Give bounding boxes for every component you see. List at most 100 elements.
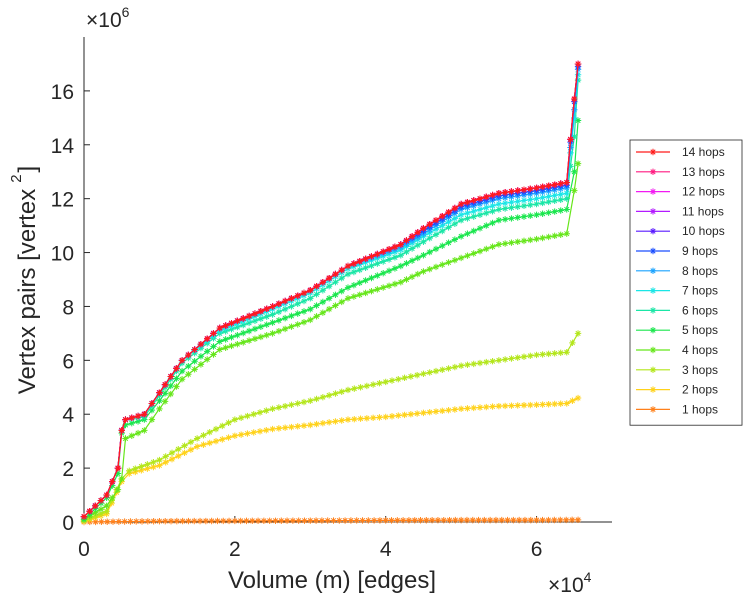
series-marker [103, 491, 110, 499]
series-3-hops [80, 330, 582, 524]
series-marker [395, 412, 402, 419]
series-marker [414, 254, 421, 262]
series-marker [434, 516, 442, 524]
series-marker [420, 252, 427, 259]
series-marker [483, 222, 490, 229]
series-marker [319, 309, 327, 316]
series-marker [469, 516, 476, 524]
series-marker [245, 312, 253, 320]
series-marker [420, 238, 427, 245]
series-marker [501, 240, 509, 247]
series-marker [294, 400, 301, 407]
series-marker [325, 283, 333, 290]
series-marker [476, 248, 484, 255]
series-marker [225, 517, 233, 525]
series-marker [212, 437, 220, 445]
series-marker [344, 295, 352, 302]
series-marker [325, 274, 333, 282]
series-marker [439, 242, 446, 250]
series-marker [325, 392, 333, 399]
series-marker [144, 518, 152, 525]
series-marker [551, 516, 558, 524]
series-marker [148, 416, 156, 423]
series-marker [109, 518, 117, 525]
series-marker [508, 215, 515, 222]
series-marker [388, 377, 396, 384]
series-marker [420, 370, 427, 378]
series-marker [138, 463, 145, 470]
series-marker [514, 238, 521, 245]
series-marker [210, 343, 217, 350]
series-marker [115, 518, 123, 525]
series-marker [114, 470, 122, 477]
series-marker [307, 305, 314, 313]
series-marker [347, 517, 355, 524]
legend-label: 14 hops [682, 145, 725, 159]
series-marker [385, 267, 393, 275]
series-marker [134, 429, 142, 437]
series-marker [300, 318, 308, 326]
series-marker [514, 214, 521, 221]
series-marker [533, 235, 540, 243]
series-marker [103, 508, 110, 515]
legend-swatch-marker [649, 208, 657, 215]
series-marker [539, 401, 546, 408]
legend-swatch-marker [649, 346, 657, 354]
legend-swatch-marker [649, 188, 657, 195]
series-marker [134, 412, 142, 420]
series-marker [168, 455, 176, 463]
series-marker [216, 338, 223, 345]
series-marker [374, 272, 381, 279]
series-marker [134, 418, 142, 425]
x-multiplier-base: ×10 [548, 574, 584, 597]
series-marker [527, 236, 534, 244]
series-marker [551, 400, 558, 408]
series-marker [557, 231, 564, 238]
series-1-hops [80, 516, 582, 526]
series-marker [228, 325, 235, 333]
series-marker [388, 517, 395, 524]
series-marker [382, 413, 389, 421]
series-marker [385, 246, 393, 253]
series-marker [420, 409, 427, 417]
series-marker [527, 352, 534, 360]
series-marker [470, 404, 477, 412]
y-tick-label: 4 [62, 404, 74, 427]
series-marker [350, 293, 358, 300]
y-ticks: 0 2 4 6 8 10 12 14 16 [51, 81, 90, 535]
series-marker [527, 516, 534, 524]
series-marker [439, 261, 446, 268]
series-marker [251, 310, 259, 317]
y-multiplier: ×106 [86, 4, 130, 32]
series-marker [476, 195, 484, 202]
series-marker [344, 284, 352, 291]
series-marker [557, 400, 564, 407]
series-marker [408, 257, 416, 264]
series-marker [109, 482, 116, 489]
series-marker [520, 197, 528, 204]
legend-item: 1 hops [636, 402, 718, 416]
series-marker [527, 185, 534, 192]
series-marker [380, 270, 387, 277]
legend-box [629, 139, 743, 426]
series-marker [403, 276, 410, 283]
series-marker [307, 421, 314, 429]
series-marker [495, 200, 503, 208]
series-marker [551, 232, 558, 240]
y-multiplier-exponent: 6 [122, 4, 130, 20]
series-marker [520, 202, 528, 210]
series-marker [571, 133, 578, 140]
series-marker [353, 517, 360, 524]
series-marker [439, 407, 446, 415]
series-marker [362, 264, 369, 272]
series-marker [508, 199, 515, 206]
series-marker [288, 303, 295, 310]
series-marker [571, 187, 578, 194]
series-marker [167, 382, 174, 390]
series-marker [294, 300, 301, 307]
series-marker [445, 259, 452, 266]
series-marker [307, 517, 314, 524]
series-marker [380, 258, 387, 265]
series-marker [515, 516, 523, 524]
series-marker [563, 349, 570, 356]
